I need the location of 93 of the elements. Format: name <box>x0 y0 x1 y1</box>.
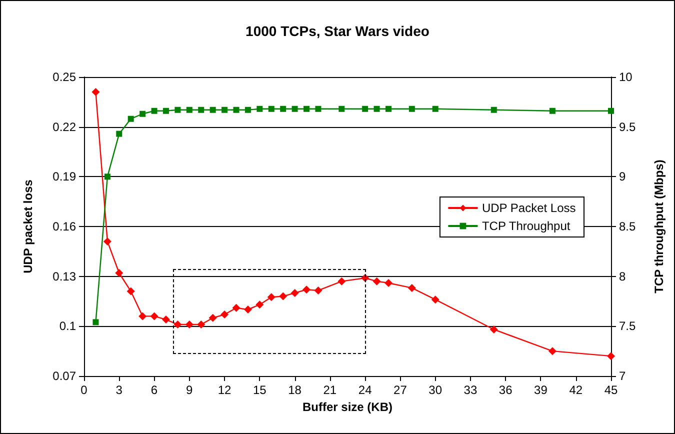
x-tick-label: 24 <box>358 383 372 397</box>
y-tick-label: 0.25 <box>52 70 76 84</box>
point <box>385 106 392 112</box>
point <box>548 347 556 356</box>
point <box>314 286 322 294</box>
point <box>268 106 274 112</box>
chart-title: 1000 TCPs, Star Wars video <box>246 23 430 39</box>
point <box>408 284 416 292</box>
x-axis-title: Buffer size (KB) <box>302 400 393 414</box>
point <box>244 306 252 314</box>
point <box>198 106 204 113</box>
x-tick-label: 0 <box>80 383 88 397</box>
y-tick-label: 0.07 <box>52 369 76 383</box>
point <box>232 304 240 312</box>
point <box>92 88 100 96</box>
point <box>432 106 438 112</box>
y2-tick-label: 9.5 <box>619 120 636 134</box>
y-tick-label: 0.22 <box>52 120 76 134</box>
point <box>126 287 135 296</box>
point <box>138 312 147 320</box>
x-tick-label: 27 <box>394 383 408 397</box>
point <box>302 286 311 294</box>
x-tick-label: 39 <box>534 383 548 397</box>
y-tick-label: 0.1 <box>59 319 76 334</box>
x-tick-label: 42 <box>569 383 583 397</box>
point <box>431 296 440 304</box>
y-tick-label: 0.19 <box>52 170 76 184</box>
point <box>549 108 556 114</box>
x-tick-label: 30 <box>428 383 442 397</box>
point <box>292 106 298 112</box>
y2-tick-label: 8 <box>619 269 626 284</box>
point <box>115 269 124 278</box>
x-tick-label: 9 <box>186 383 194 397</box>
x-tick-label: 36 <box>498 383 513 397</box>
point <box>92 319 99 326</box>
x-tick-label: 45 <box>604 383 618 397</box>
y2-tick-label: 8.5 <box>619 220 636 234</box>
x-tick-label: 3 <box>116 383 123 397</box>
point <box>408 106 415 112</box>
point <box>104 174 110 180</box>
point <box>174 320 182 329</box>
point <box>279 292 288 300</box>
y2-tick-label: 7 <box>619 369 626 383</box>
point <box>290 288 299 297</box>
point <box>128 116 134 122</box>
y2-tick-label: 10 <box>619 70 633 84</box>
point <box>338 106 345 112</box>
point <box>150 312 158 320</box>
y2-axis-title: TCP throughput (Mbps) <box>652 160 666 294</box>
point <box>220 310 229 319</box>
point <box>140 110 146 117</box>
point <box>162 316 170 324</box>
point <box>222 106 228 113</box>
x-tick-label: 6 <box>150 383 158 397</box>
point <box>256 106 263 112</box>
point <box>607 352 615 360</box>
x-tick-label: 21 <box>323 383 337 397</box>
y-tick-label: 0.13 <box>52 269 76 284</box>
point <box>608 108 614 114</box>
y2-tick-label: 7.5 <box>619 319 636 334</box>
point <box>103 237 112 246</box>
x-tick-label: 33 <box>464 383 478 397</box>
point <box>185 320 194 329</box>
point <box>490 106 497 113</box>
x-tick-label: 18 <box>288 383 302 397</box>
point <box>208 314 217 322</box>
x-tick-label: 15 <box>252 383 267 397</box>
point <box>233 106 240 113</box>
point <box>372 277 381 286</box>
point <box>162 108 169 114</box>
point <box>315 106 322 112</box>
point <box>174 106 181 113</box>
point <box>151 108 158 114</box>
legend-label: UDP Packet Loss <box>482 201 576 215</box>
point <box>362 106 368 112</box>
point <box>116 130 122 137</box>
y-axis-title: UDP packet loss <box>21 179 35 274</box>
point <box>267 293 276 302</box>
point <box>186 106 192 113</box>
point <box>374 106 380 112</box>
point <box>280 106 286 112</box>
point <box>384 278 392 287</box>
point <box>256 300 264 309</box>
y2-tick-label: 9 <box>619 170 626 184</box>
point <box>304 106 310 112</box>
y-tick-label: 0.16 <box>52 220 76 234</box>
point <box>338 277 346 286</box>
legend-label: TCP Throughput <box>482 219 571 233</box>
x-tick-label: 12 <box>218 383 232 397</box>
point <box>244 106 251 113</box>
point <box>490 325 498 334</box>
point <box>197 320 206 329</box>
point <box>210 106 216 113</box>
